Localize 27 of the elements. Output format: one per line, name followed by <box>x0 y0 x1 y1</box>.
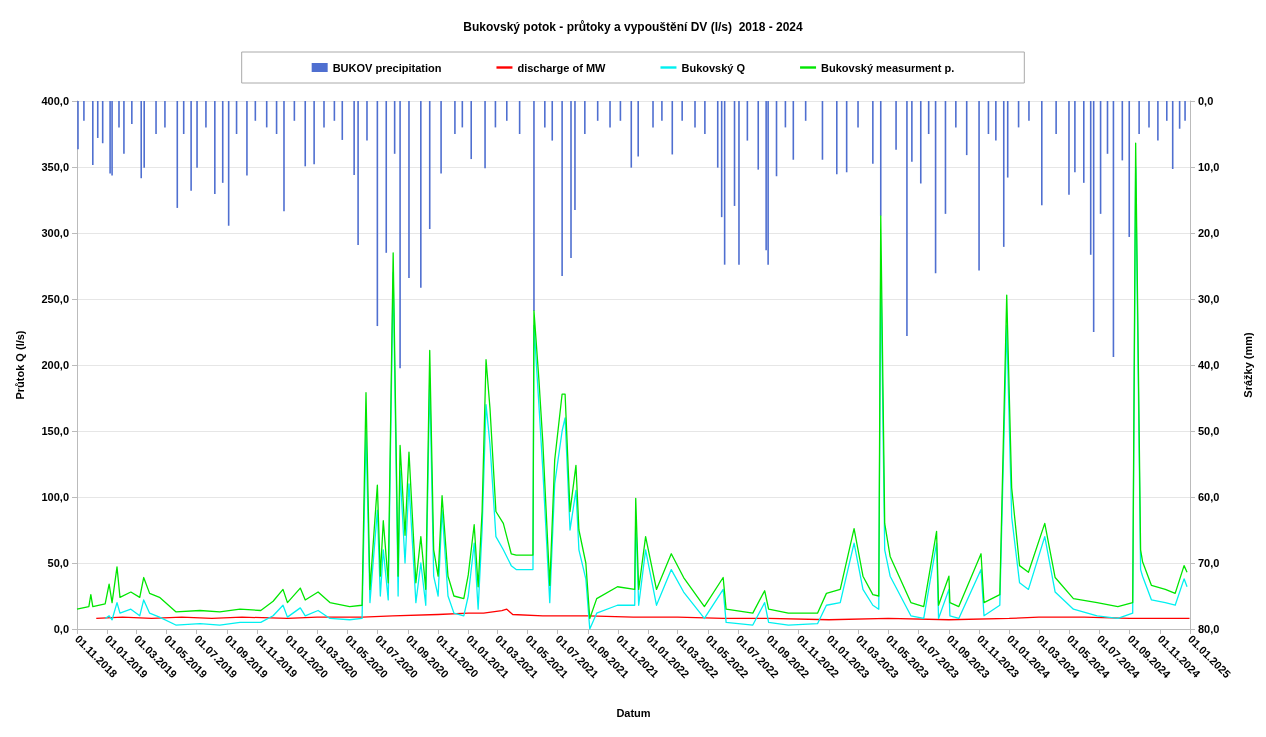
y2-axis-title: Srážky (mm) <box>1241 331 1254 398</box>
y2-tick-label: 70,0 <box>1198 557 1220 569</box>
y2-tick-label: 30,0 <box>1198 293 1220 305</box>
y-tick-label: 400,0 <box>41 95 69 107</box>
y2-tick-label: 40,0 <box>1198 359 1220 371</box>
y-tick-label: 250,0 <box>41 293 69 305</box>
y2-tick-label: 60,0 <box>1198 491 1220 503</box>
y-tick-label: 50,0 <box>47 557 69 569</box>
y-tick-label: 350,0 <box>41 161 69 173</box>
y2-tick-label: 0,0 <box>1198 95 1214 107</box>
legend-label: discharge of MW <box>517 61 607 74</box>
legend-label: Bukovský measurment p. <box>821 61 955 74</box>
y2-tick-label: 50,0 <box>1198 425 1220 437</box>
y-tick-label: 300,0 <box>41 227 69 239</box>
y2-tick-label: 20,0 <box>1198 227 1220 239</box>
legend-label: Bukovský Q <box>681 61 746 74</box>
y-axis-title: Průtok Q (l/s) <box>13 330 26 400</box>
chart-title: Bukovský potok - průtoky a vypouštění DV (l/s) 2018 - 2024 <box>463 20 804 34</box>
y-tick-label: 100,0 <box>41 491 69 503</box>
legend-label: BUKOV precipitation <box>332 61 442 74</box>
y2-tick-label: 10,0 <box>1198 161 1220 173</box>
y2-tick-label: 80,0 <box>1198 623 1220 635</box>
y-tick-label: 0,0 <box>53 623 69 635</box>
x-axis-title: Datum <box>616 706 651 719</box>
y-tick-label: 150,0 <box>41 425 69 437</box>
y-tick-label: 200,0 <box>41 359 69 371</box>
line-series <box>95 608 1191 621</box>
